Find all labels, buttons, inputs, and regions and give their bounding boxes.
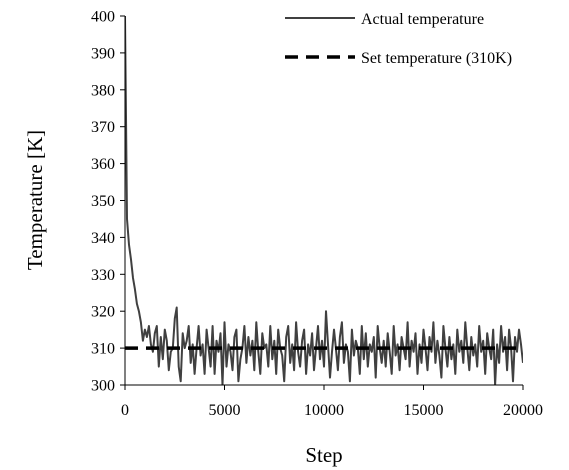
y-tick-label-310: 310 <box>91 341 115 358</box>
legend-label-set: Set temperature (310K) <box>361 50 512 67</box>
x-tick-label-0: 0 <box>121 402 129 419</box>
y-tick-label-390: 390 <box>91 45 115 62</box>
x-axis-title: Step <box>305 443 342 467</box>
legend-item-actual: Actual temperature <box>285 11 484 28</box>
x-tick-label-10000: 10000 <box>304 402 344 419</box>
x-tick-label-20000: 20000 <box>503 402 543 419</box>
y-tick-label-400: 400 <box>91 9 115 26</box>
y-tick-label-300: 300 <box>91 378 115 395</box>
plot-area <box>125 16 523 385</box>
y-tick-label-340: 340 <box>91 230 115 247</box>
x-axis: 0 5000 10000 15000 20000 <box>121 384 543 419</box>
y-tick-label-360: 360 <box>91 156 115 173</box>
y-axis: 300 310 320 330 340 350 360 370 380 390 400 <box>91 9 126 395</box>
series-actual-temperature <box>125 16 523 385</box>
legend: Actual temperature Set temperature (310K… <box>285 11 512 67</box>
y-tick-label-330: 330 <box>91 267 115 284</box>
y-tick-label-370: 370 <box>91 119 115 136</box>
x-tick-label-5000: 5000 <box>209 402 241 419</box>
legend-label-actual: Actual temperature <box>361 11 484 28</box>
y-tick-label-320: 320 <box>91 304 115 321</box>
x-tick-label-15000: 15000 <box>404 402 444 419</box>
y-tick-label-350: 350 <box>91 193 115 210</box>
legend-item-set: Set temperature (310K) <box>285 50 512 67</box>
y-tick-label-380: 380 <box>91 82 115 99</box>
y-axis-title: Temperature [K] <box>23 130 47 270</box>
